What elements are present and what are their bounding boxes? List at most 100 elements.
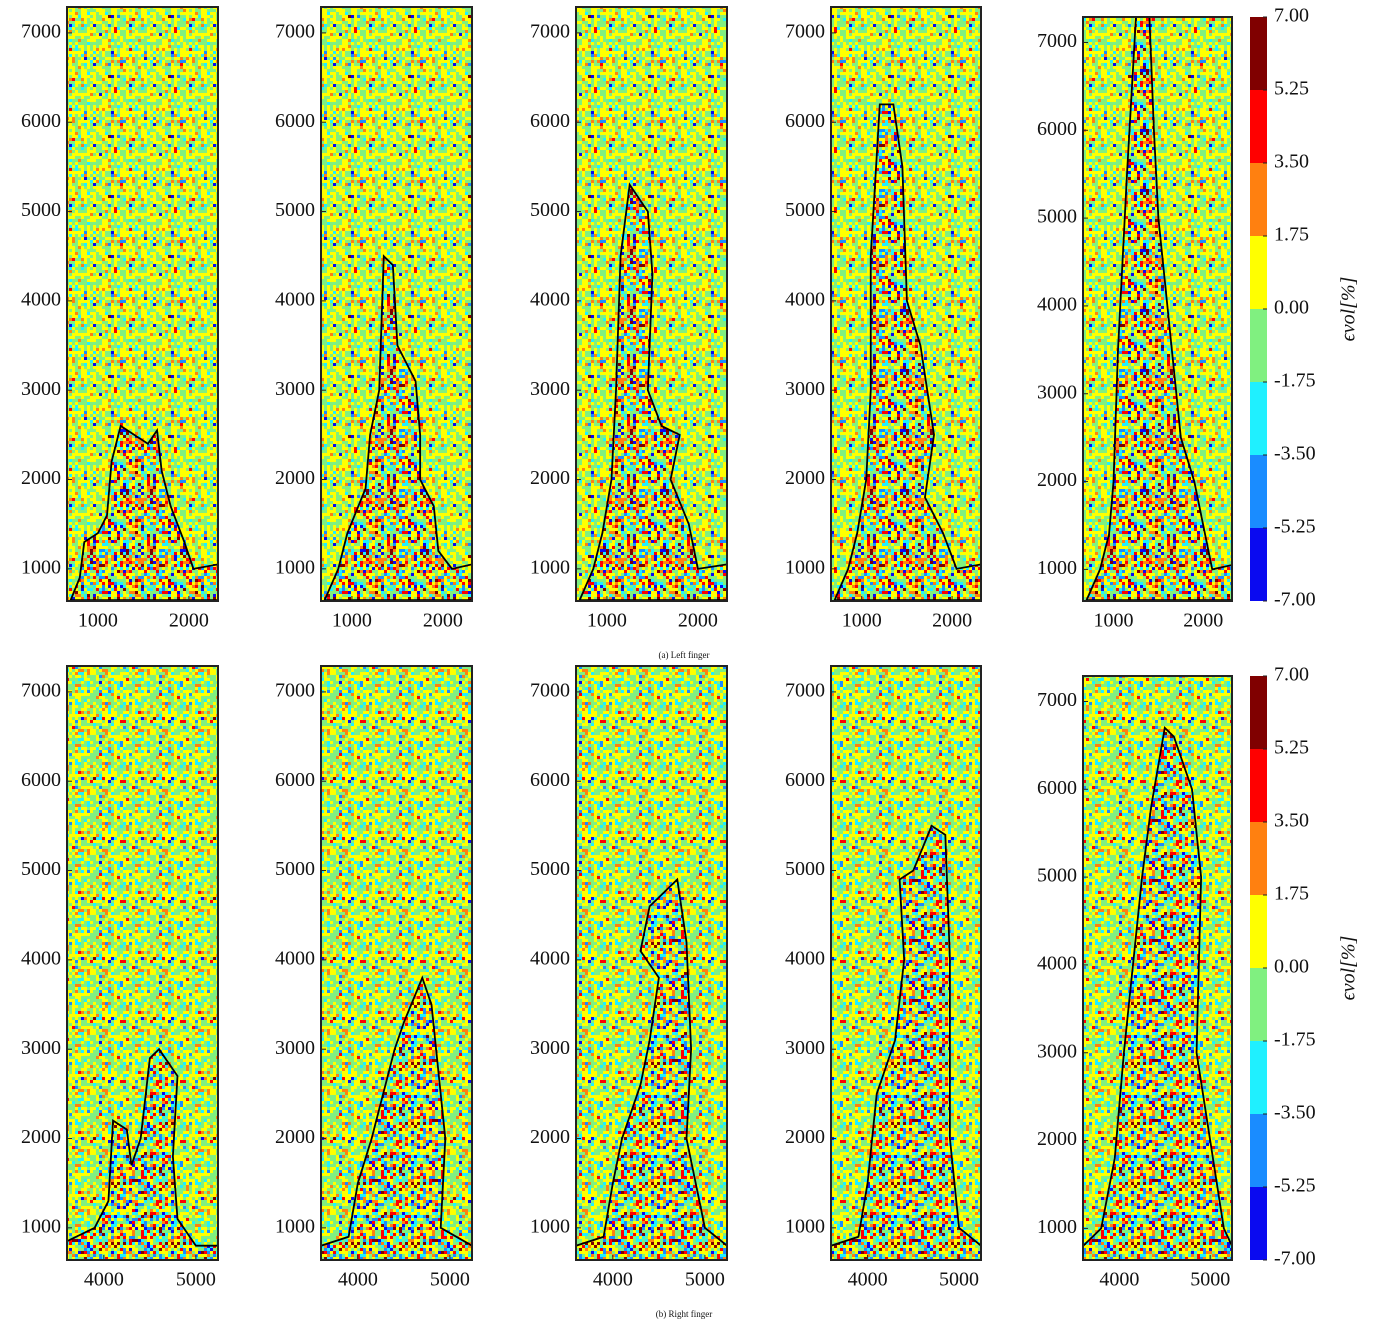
panel-frame: [66, 6, 219, 602]
y-tick-label: 2000: [275, 1126, 315, 1148]
x-tick-label: 2000: [169, 610, 209, 632]
y-tick-label: 7000: [21, 20, 61, 42]
y-tick-label: 1000: [530, 1215, 570, 1237]
y-tick-label: 2000: [1037, 469, 1077, 491]
y-tick-label: 1000: [785, 1215, 825, 1237]
x-tick-label: 4000: [593, 1269, 633, 1291]
colorbar-tick-label: 5.25: [1274, 737, 1309, 759]
panel-frame: [320, 6, 473, 602]
panel: 1000 2000 3000 4000 5000 6000 7000 4000 5000: [785, 665, 982, 1291]
colorbar-segment: [1250, 382, 1267, 455]
colorbar-tick-label: 7.00: [1274, 5, 1309, 27]
y-tick-label: 3000: [530, 1037, 570, 1059]
y-tick-label: 4000: [21, 288, 61, 310]
x-tick-label: 1000: [842, 610, 882, 632]
y-tick-label: 4000: [21, 947, 61, 969]
y-tick-label: 3000: [530, 378, 570, 400]
colorbar-tick-label: 3.50: [1274, 810, 1309, 832]
panel: 1000 2000 3000 4000 5000 6000 7000 4000 5000: [530, 665, 728, 1291]
y-tick-label: 6000: [530, 110, 570, 132]
y-tick-label: 6000: [21, 769, 61, 791]
y-tick-label: 2000: [530, 467, 570, 489]
colorbar-segment: [1250, 528, 1267, 601]
y-tick-label: 5000: [1037, 865, 1077, 887]
y-tick-label: 7000: [275, 20, 315, 42]
y-tick-label: 6000: [530, 769, 570, 791]
x-tick-label: 2000: [1183, 610, 1223, 632]
colorbar-segment: [1250, 236, 1267, 309]
deformation-zone: [67, 1047, 218, 1260]
x-tick-label: 1000: [587, 610, 627, 632]
y-tick-label: 2000: [1037, 1128, 1077, 1150]
x-tick-label: 5000: [176, 1269, 216, 1291]
x-tick-label: 4000: [1099, 1269, 1139, 1291]
y-tick-label: 1000: [1037, 557, 1077, 579]
y-tick-label: 3000: [785, 378, 825, 400]
y-tick-label: 7000: [530, 679, 570, 701]
y-tick-label: 7000: [1037, 689, 1077, 711]
y-tick-label: 7000: [530, 20, 570, 42]
colorbar-segment: [1250, 1187, 1267, 1260]
x-tick-label: 4000: [338, 1269, 378, 1291]
colorbar-tick-label: -3.50: [1274, 443, 1316, 465]
panel: 1000 2000 3000 4000 5000 6000 7000 4000 5000: [21, 665, 219, 1291]
y-tick-label: 1000: [530, 556, 570, 578]
colorbar-segment: [1250, 17, 1267, 90]
y-tick-label: 5000: [1037, 206, 1077, 228]
colorbar-tick-label: 0.00: [1274, 956, 1309, 978]
panel: 1000 2000 3000 4000 5000 6000 7000 4000 5000: [1037, 675, 1233, 1291]
deformation-zone: [576, 877, 727, 1260]
y-tick-label: 3000: [275, 1037, 315, 1059]
colorbar-tick-label: 7.00: [1274, 664, 1309, 686]
panel-frame: [1082, 16, 1233, 602]
colorbar-segment: [1250, 90, 1267, 163]
panel: 1000 2000 3000 4000 5000 6000 7000 1000 2000: [21, 6, 219, 632]
colorbar: -7.00 -5.25 -3.50 -1.75 0.00 1.75 3.50 5.25 7.00…: [1250, 5, 1360, 611]
y-tick-label: 5000: [530, 199, 570, 221]
colorbar-segment: [1250, 749, 1267, 822]
panel-frame: [66, 665, 219, 1261]
colorbar-tick-label: 1.75: [1274, 224, 1309, 246]
x-tick-label: 1000: [1094, 610, 1134, 632]
panel-frame: [1082, 675, 1233, 1261]
deformation-zone: [578, 182, 727, 601]
deformation-zone: [321, 975, 472, 1260]
caption: (a) Left finger: [659, 650, 710, 660]
colorbar-segment: [1250, 895, 1267, 968]
y-tick-label: 6000: [21, 110, 61, 132]
colorbar-tick-label: -7.00: [1274, 589, 1316, 611]
colorbar-segment: [1250, 455, 1267, 528]
y-tick-label: 2000: [530, 1126, 570, 1148]
y-tick-label: 7000: [21, 679, 61, 701]
colorbar-segment: [1250, 163, 1267, 236]
y-tick-label: 7000: [275, 679, 315, 701]
colorbar-tick-label: -5.25: [1274, 1175, 1316, 1197]
y-tick-label: 1000: [785, 556, 825, 578]
colorbar-tick-label: 5.25: [1274, 78, 1309, 100]
deformation-zone: [323, 254, 472, 601]
panel-frame: [830, 665, 982, 1261]
colorbar-tick-label: 3.50: [1274, 151, 1309, 173]
colorbar-tick-label: 0.00: [1274, 297, 1309, 319]
deformation-zone: [833, 103, 981, 601]
colorbar-segment: [1250, 309, 1267, 382]
x-tick-label: 5000: [430, 1269, 470, 1291]
y-tick-label: 1000: [1037, 1216, 1077, 1238]
y-tick-label: 1000: [275, 556, 315, 578]
y-tick-label: 6000: [275, 110, 315, 132]
deformation-zone: [69, 424, 218, 601]
x-tick-label: 5000: [939, 1269, 979, 1291]
colorbar-segment: [1250, 1114, 1267, 1187]
y-tick-label: 4000: [275, 947, 315, 969]
y-tick-label: 4000: [785, 288, 825, 310]
y-tick-label: 6000: [275, 769, 315, 791]
y-tick-label: 7000: [1037, 30, 1077, 52]
colorbar-tick-label: -3.50: [1274, 1102, 1316, 1124]
y-tick-label: 6000: [785, 769, 825, 791]
caption: (b) Right finger: [656, 1309, 713, 1319]
x-tick-label: 5000: [685, 1269, 725, 1291]
x-tick-label: 1000: [78, 610, 118, 632]
y-tick-label: 3000: [275, 378, 315, 400]
y-tick-label: 2000: [21, 1126, 61, 1148]
y-tick-label: 4000: [275, 288, 315, 310]
